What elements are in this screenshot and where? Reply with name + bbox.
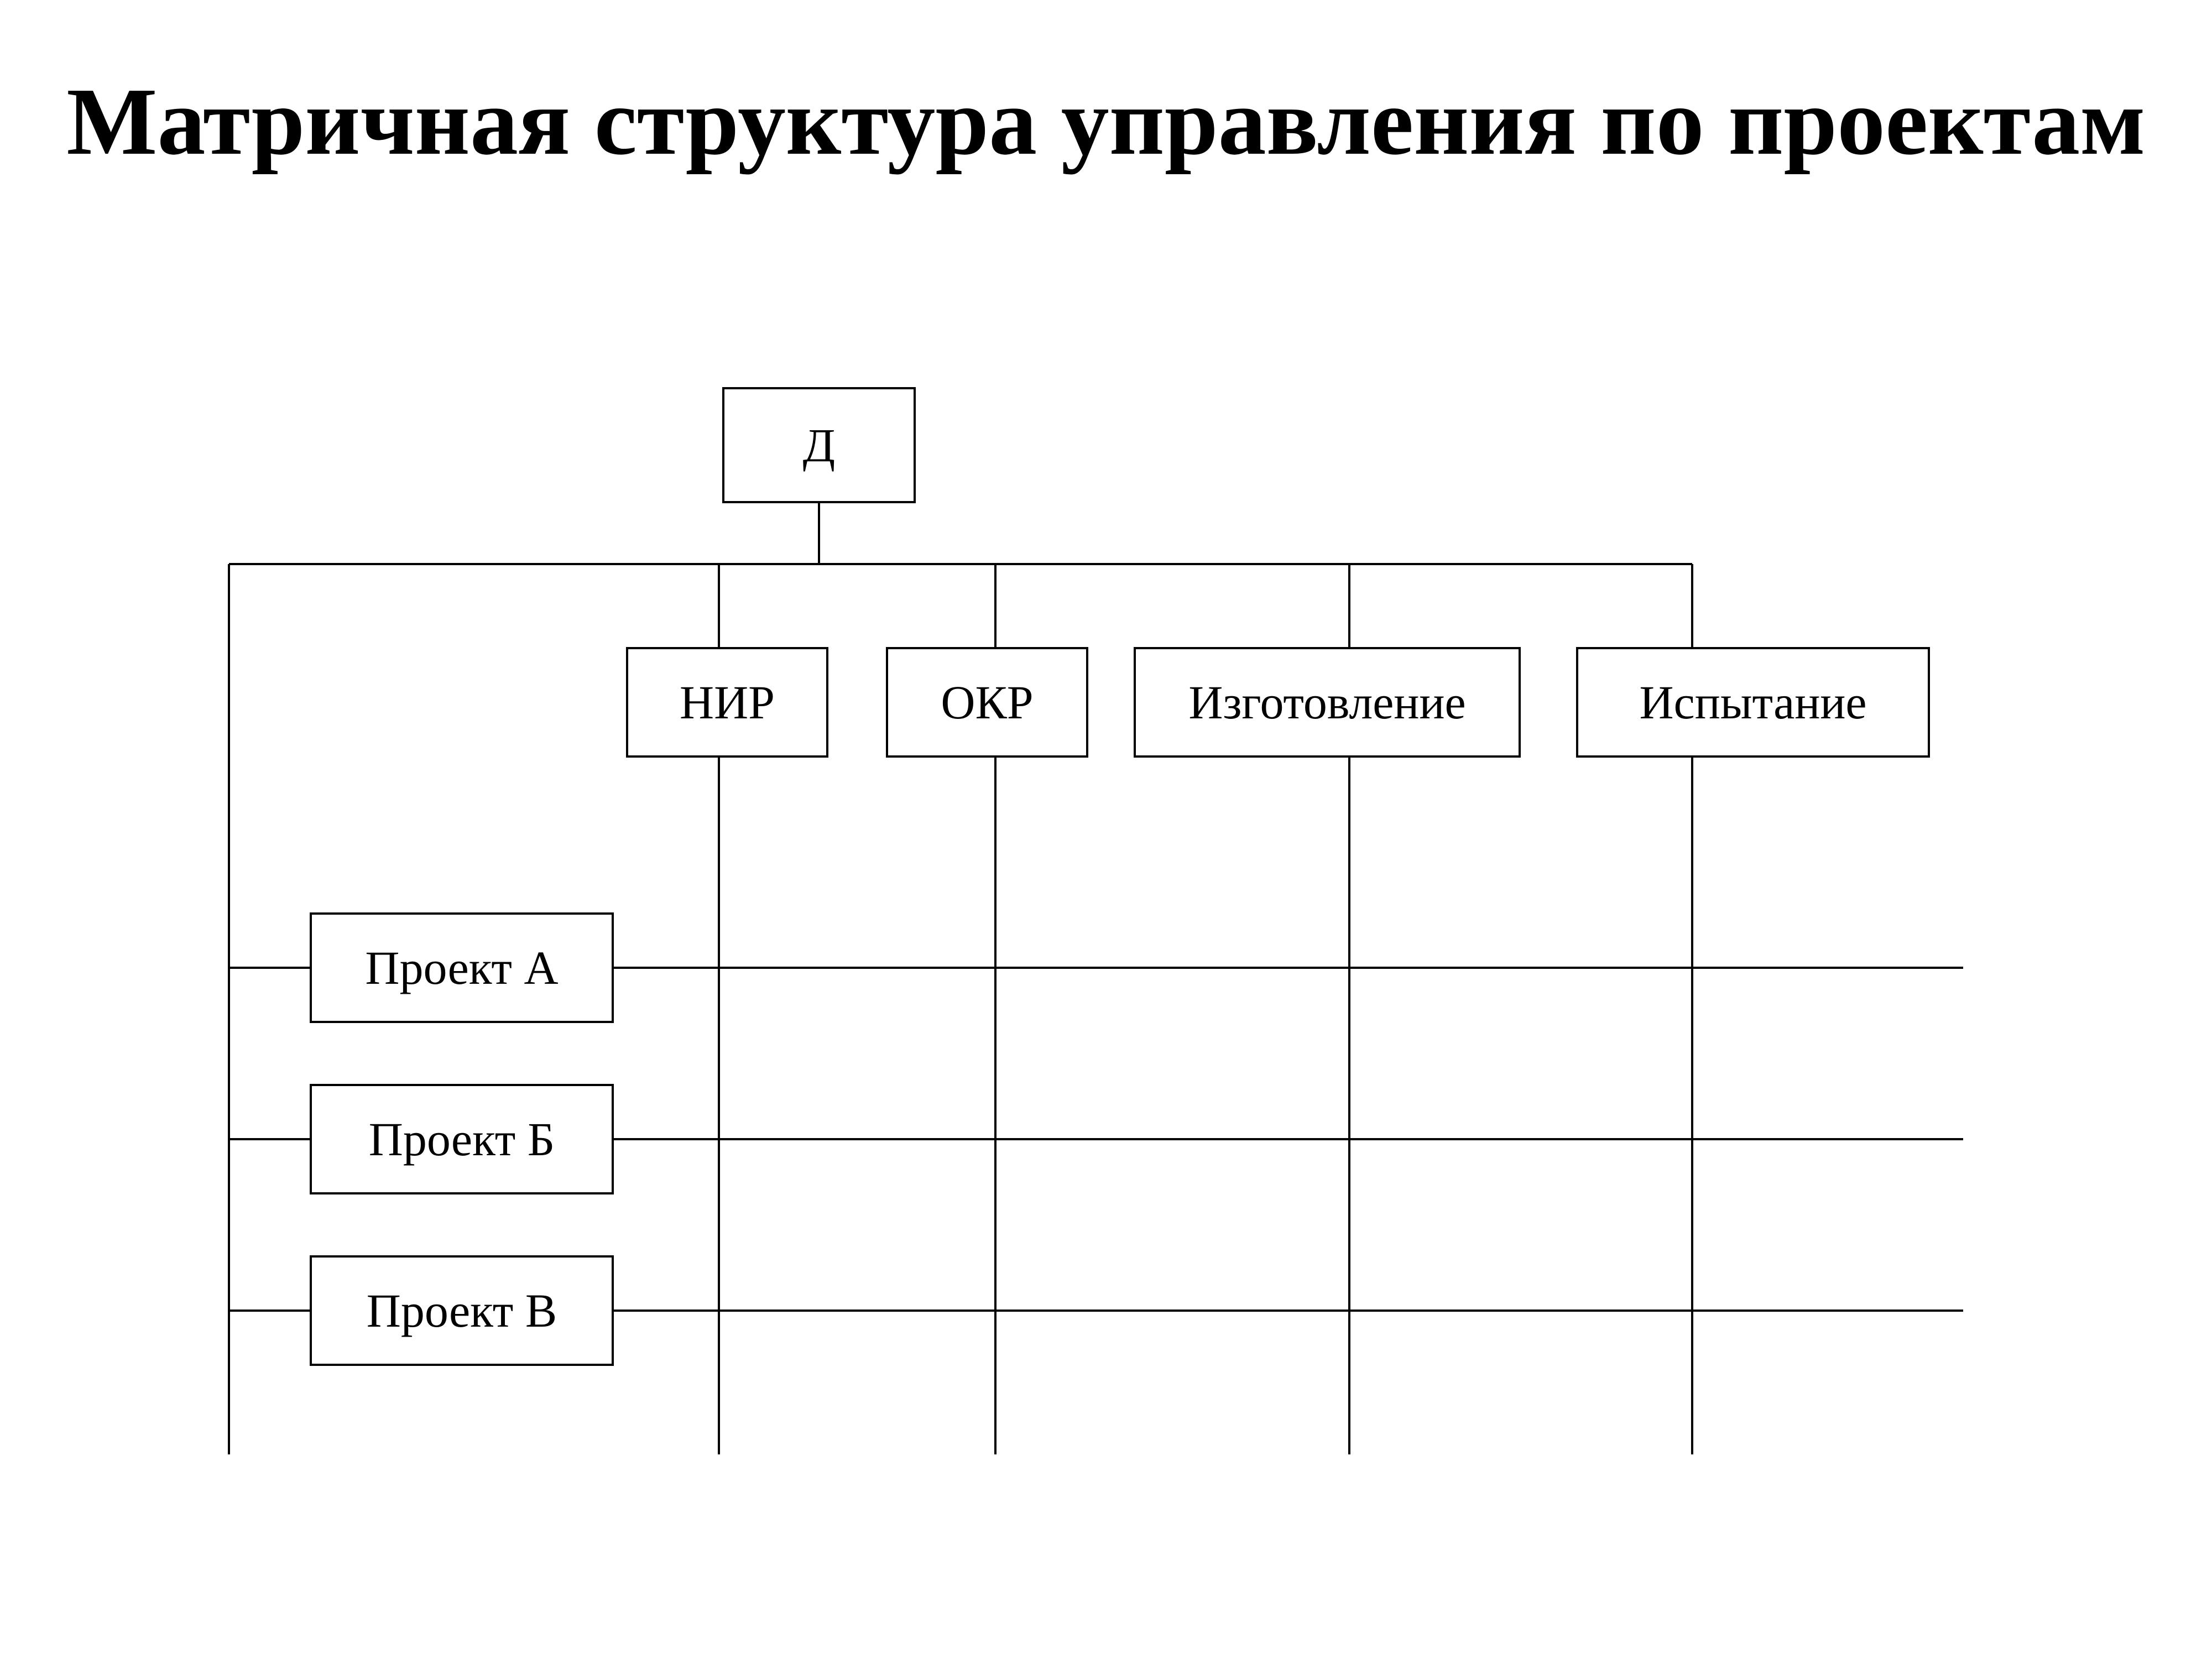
- project-box-projC: Проект В: [310, 1255, 614, 1366]
- dept-box-make: Изготовление: [1134, 647, 1521, 758]
- diagram-canvas: { "canvas": { "width": 4000, "height": 3…: [0, 0, 2212, 1659]
- project-box-projB: Проект Б: [310, 1084, 614, 1194]
- dept-box-nir: НИР: [626, 647, 828, 758]
- dept-box-okr: ОКР: [886, 647, 1088, 758]
- root-box-director: Д: [722, 387, 916, 503]
- page-title: Матричная структура управления по проект…: [0, 66, 2212, 177]
- dept-box-test: Испытание: [1576, 647, 1930, 758]
- diagram-connectors: [0, 0, 2212, 1659]
- project-box-projA: Проект А: [310, 912, 614, 1023]
